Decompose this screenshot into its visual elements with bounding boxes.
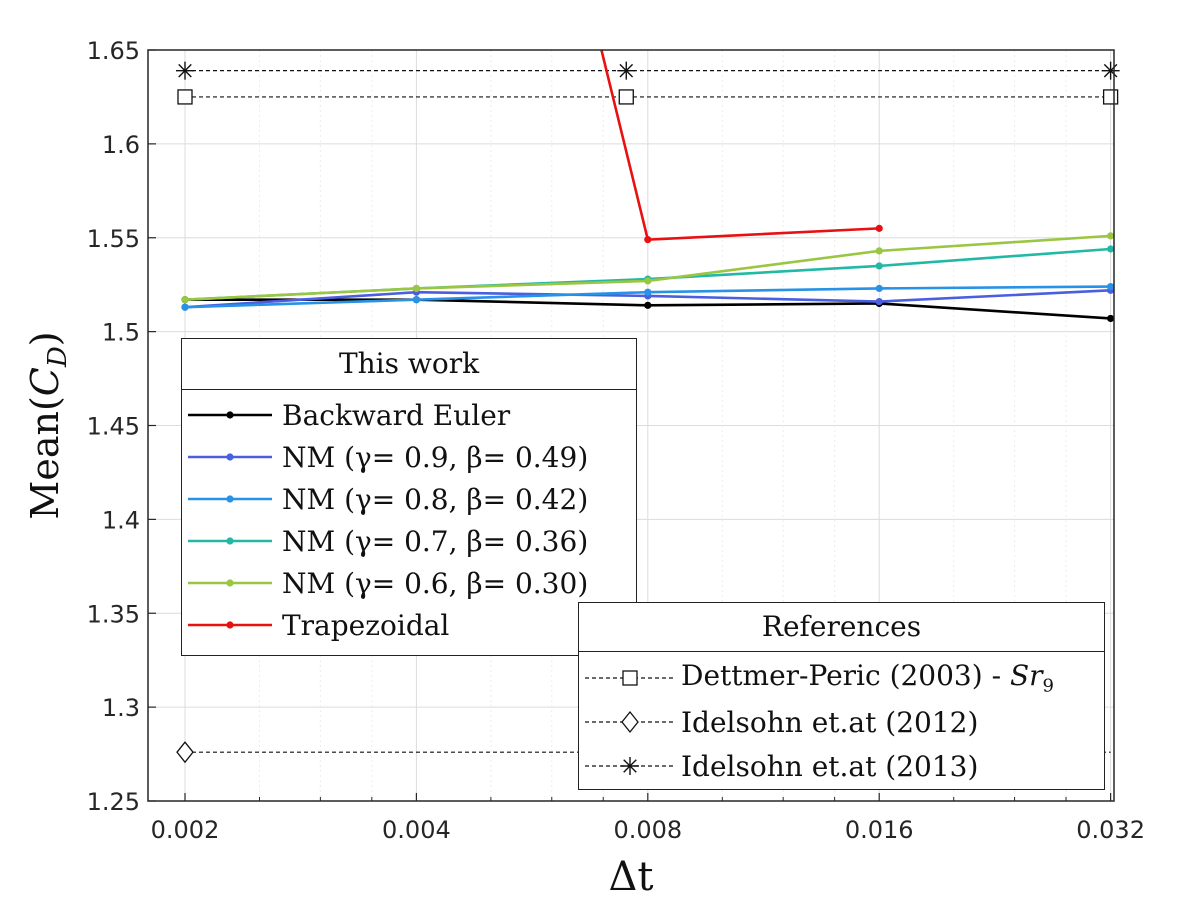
legend-label: NM (γ= 0.8, β= 0.42) xyxy=(282,482,589,516)
reference-marker xyxy=(618,89,634,105)
asterisk-stroke xyxy=(619,63,634,78)
series-point xyxy=(181,303,189,311)
x-tick-label: 0.004 xyxy=(382,816,451,844)
legend-reference-item: Idelsohn et.at (2012) xyxy=(579,700,1104,744)
legend-reference-marker xyxy=(621,710,639,734)
series-point xyxy=(875,262,883,270)
asterisk-stroke xyxy=(178,63,192,78)
legend-reference-swatch xyxy=(585,757,675,775)
series-point xyxy=(1107,232,1114,240)
legend-item: Backward Euler xyxy=(182,394,636,436)
x-axis-label: Δt xyxy=(609,854,654,900)
y-axis-label-main: Mean( xyxy=(23,396,67,519)
legend-reference-label: Idelsohn et.at (2013) xyxy=(681,749,979,783)
legend-swatch xyxy=(188,579,272,587)
legend-reference-label: Dettmer-Peric (2003) - Sr9 xyxy=(681,659,1054,697)
legend-reference-swatch xyxy=(585,670,675,686)
legend-this-work-title: This work xyxy=(182,339,636,390)
series-point xyxy=(1107,282,1114,291)
y-tick-label: 1.3 xyxy=(102,694,140,722)
reference-marker xyxy=(1102,89,1119,105)
y-axis-label: Mean(CD) xyxy=(23,331,73,519)
legend-label: Trapezoidal xyxy=(282,608,450,642)
y-tick-label: 1.4 xyxy=(102,506,140,534)
legend-label: NM (γ= 0.9, β= 0.49) xyxy=(282,440,589,474)
series-group xyxy=(181,50,1114,323)
y-tick-label: 1.6 xyxy=(102,131,140,159)
asterisk-stroke xyxy=(623,759,637,773)
legend-swatch-marker xyxy=(226,537,234,545)
reference-marker xyxy=(177,89,193,105)
series-point xyxy=(644,236,652,244)
legend-swatch xyxy=(188,621,272,629)
reference-marker xyxy=(1101,61,1120,80)
y-tick-label: 1.65 xyxy=(87,37,140,65)
legend-label: Backward Euler xyxy=(282,398,511,432)
legend-reference-item: Dettmer-Peric (2003) - Sr9 xyxy=(579,656,1104,700)
series-point xyxy=(875,297,883,306)
y-tick-label: 1.55 xyxy=(87,225,140,253)
legend-swatch-marker xyxy=(226,453,234,461)
x-tick-label: 0.008 xyxy=(613,816,682,844)
y-axis-label-var: C xyxy=(23,367,67,396)
legend-reference-label: Idelsohn et.at (2012) xyxy=(681,705,979,739)
series-point xyxy=(1107,314,1114,323)
legend-reference-marker xyxy=(621,757,639,775)
y-tick-label: 1.35 xyxy=(87,600,140,628)
x-tick-label: 0.016 xyxy=(845,816,914,844)
legend-reference-marker xyxy=(622,670,638,686)
legend-swatch-marker xyxy=(226,579,234,587)
legend-swatch-marker xyxy=(226,495,234,503)
legend-swatch xyxy=(188,495,272,503)
asterisk-stroke xyxy=(1103,63,1118,78)
legend-label: NM (γ= 0.7, β= 0.36) xyxy=(282,524,589,558)
y-tick-label: 1.45 xyxy=(87,413,140,441)
legend-item: NM (γ= 0.6, β= 0.30) xyxy=(182,562,636,604)
series-line xyxy=(600,50,880,241)
legend-item: NM (γ= 0.7, β= 0.36) xyxy=(182,520,636,562)
legend-label: NM (γ= 0.6, β= 0.30) xyxy=(282,566,589,600)
series-point xyxy=(644,277,652,285)
legend-swatch-marker xyxy=(226,621,234,629)
series-point xyxy=(875,224,883,232)
legend-swatch-marker xyxy=(226,411,234,419)
y-axis-label-close: ) xyxy=(23,331,67,346)
legend-swatch xyxy=(188,453,272,461)
series-point xyxy=(1107,245,1114,253)
x-tick-label: 0.002 xyxy=(151,816,220,844)
series-point xyxy=(644,288,652,296)
ticks: 1.25 1.3 1.35 1.4 1.45 1.5 1.55 1.6 1.65 0.002 0.0… xyxy=(87,37,1145,844)
legend-this-work: This work Backward Euler NM (γ= 0.9, β= 0… xyxy=(181,338,637,656)
legend-references: References Dettmer-Peric (2003) - Sr9 Ide… xyxy=(578,602,1105,790)
legend-swatch xyxy=(188,537,272,545)
x-tick-label: 0.032 xyxy=(1076,816,1145,844)
y-tick-label: 1.25 xyxy=(87,788,140,816)
reference-marker xyxy=(176,61,194,80)
series-point xyxy=(412,284,421,293)
reference-marker xyxy=(617,61,636,80)
series-point xyxy=(412,296,421,304)
series-point xyxy=(181,296,189,304)
y-axis-label-sub: D xyxy=(43,346,73,368)
legend-item: Trapezoidal xyxy=(182,604,636,646)
legend-references-title: References xyxy=(579,603,1104,652)
y-tick-label: 1.5 xyxy=(102,319,140,347)
legend-reference-item: Idelsohn et.at (2013) xyxy=(579,744,1104,788)
legend-item: NM (γ= 0.9, β= 0.49) xyxy=(182,436,636,478)
legend-swatch xyxy=(188,411,272,419)
legend-reference-swatch xyxy=(585,710,675,734)
series-point xyxy=(875,247,883,255)
series-point xyxy=(644,301,652,309)
series-point xyxy=(875,284,883,293)
legend-item: NM (γ= 0.8, β= 0.42) xyxy=(182,478,636,520)
reference-marker xyxy=(176,741,194,764)
